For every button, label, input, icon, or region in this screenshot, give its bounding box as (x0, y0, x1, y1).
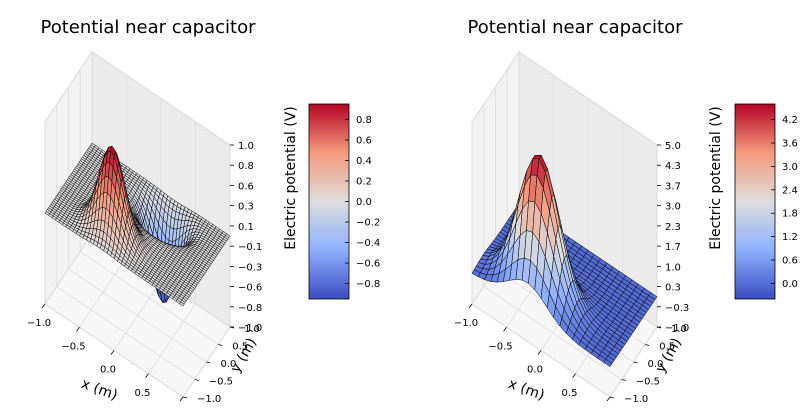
colorbar-tick-label: −0.8 (356, 279, 380, 290)
colorbar-tick-label: 4.2 (782, 115, 798, 126)
z-tick-label: 3.0 (665, 202, 681, 213)
y-tick (194, 379, 199, 381)
z-tick-label: −0.1 (238, 242, 262, 253)
colorbar-gradient (308, 103, 350, 300)
z-axis-label: Electric potential (V) (283, 106, 299, 250)
axis-ticks: −1.0−0.50.00.51.0−1.0−0.50.00.51.0−1.0−0… (27, 141, 262, 405)
y-tick (633, 361, 638, 364)
y-tick (182, 396, 188, 399)
x-tick (145, 373, 149, 378)
colorbar-tick-label: −0.4 (356, 238, 380, 249)
z-tick-label: 3.7 (665, 181, 681, 192)
surface-patch (179, 301, 185, 307)
axis-ticks: −1.0−0.50.00.51.0−1.0−0.50.00.51.0−1.0−0… (454, 141, 689, 405)
z-tick-label: 0.1 (238, 222, 254, 233)
colorbar-tick-label: 0.2 (356, 176, 372, 187)
chart-title: Potential near capacitor (41, 17, 257, 38)
z-tick-label: −1.0 (665, 323, 689, 334)
z-tick-label: −0.8 (238, 303, 262, 314)
z-tick-label: 0.6 (238, 181, 254, 192)
x-tick (537, 350, 542, 355)
colorbar-tick-label: 3.6 (782, 139, 798, 150)
z-tick-label: −1.0 (238, 323, 262, 334)
x-tick (41, 303, 46, 309)
x-tick-label: −0.5 (488, 341, 512, 352)
y-axis-label: y (m) (653, 335, 686, 375)
grid-line (68, 268, 207, 363)
z-axis-label: Electric potential (V) (708, 106, 724, 250)
z-tick-label: 1.0 (238, 141, 254, 152)
y-tick-label: 1.0 (244, 324, 260, 335)
y-tick-label: 0.5 (659, 342, 675, 353)
z-tick-label: 0.8 (238, 161, 254, 172)
y-tick (621, 379, 626, 381)
x-axis-label: x (m) (506, 376, 547, 404)
colorbar: −0.8 −0.6 −0.4 −0.2 0.0 0.2 0.4 0.6 0.8 (308, 103, 380, 300)
y-tick-label: −1.0 (624, 394, 648, 404)
y-tick (645, 344, 650, 346)
z-tick-label: 5.0 (665, 141, 681, 152)
y-tick-label: −0.5 (209, 377, 233, 388)
z-tick-label: −0.3 (238, 262, 262, 273)
x-tick (468, 303, 473, 309)
colorbar-gradient (734, 103, 776, 300)
x-axis-label: x (m) (79, 376, 120, 404)
y-tick-label: −0.5 (636, 377, 660, 388)
colorbar-tick-label: 3.0 (782, 162, 798, 173)
grid-line (80, 251, 219, 345)
z-tick-label: 4.3 (665, 161, 681, 172)
z-tick-label: 2.3 (665, 222, 681, 233)
colorbar-tick-label: 0.6 (782, 256, 798, 267)
colorbar-tick-label: 0.0 (782, 279, 798, 290)
x-tick-label: −0.5 (61, 341, 85, 352)
surface-plot (44, 142, 231, 307)
y-tick-label: 1.0 (671, 324, 687, 335)
x-tick (572, 373, 576, 378)
colorbar-tick-label: −0.2 (356, 218, 380, 229)
x-tick (76, 327, 80, 332)
y-tick-label: 0.0 (648, 359, 664, 370)
x-tick-label: −1.0 (27, 318, 51, 329)
chart-panel-left: Potential near capacitor −1.0 −0.5 0.0 0.5 1… (27, 17, 380, 405)
grid-line (148, 303, 196, 374)
colorbar-tick-label: 0.0 (356, 197, 372, 208)
colorbar-tick-label: 1.2 (782, 232, 798, 243)
z-tick-label: −0.3 (665, 303, 689, 314)
z-tick-label: −0.6 (238, 283, 262, 294)
colorbar-tick-label: 1.8 (782, 209, 798, 220)
y-tick-label: −1.0 (197, 394, 221, 404)
chart-title: Potential near capacitor (468, 17, 684, 38)
x-tick (606, 396, 611, 402)
colorbar: 0.0 0.6 1.2 1.8 2.4 3.0 3.6 4.2 (734, 103, 798, 300)
x-tick-label: 0.0 (527, 365, 543, 376)
y-tick-label: 0.0 (221, 359, 237, 370)
surface-patch (603, 358, 613, 367)
colorbar-tick-label: 2.4 (782, 185, 798, 196)
colorbar-tick-label: 0.6 (356, 135, 372, 146)
x-tick (179, 396, 184, 402)
x-tick-label: 0.5 (562, 388, 578, 399)
x-tick-label: −1.0 (454, 318, 478, 329)
z-tick-label: 0.3 (665, 283, 681, 294)
y-tick (206, 361, 211, 364)
x-tick-label: 0.5 (135, 388, 151, 399)
colorbar-tick-label: −0.6 (356, 259, 380, 270)
y-tick-label: 0.5 (232, 342, 248, 353)
z-tick-label: 1.7 (665, 242, 681, 253)
chart-panel-right: Potential near capacitor −1.0 −0.5 0.0 0.5 1… (454, 17, 798, 405)
colorbar-tick-label: 0.4 (356, 156, 372, 167)
colorbar-tick-label: 0.8 (356, 115, 372, 126)
y-tick (609, 396, 615, 399)
x-tick (110, 350, 115, 355)
z-tick-label: 1.0 (665, 262, 681, 273)
z-tick-label: 0.3 (238, 202, 254, 213)
x-tick-label: 0.0 (100, 365, 116, 376)
x-tick (503, 327, 507, 332)
y-tick (218, 344, 223, 346)
surface-plot (471, 154, 658, 367)
